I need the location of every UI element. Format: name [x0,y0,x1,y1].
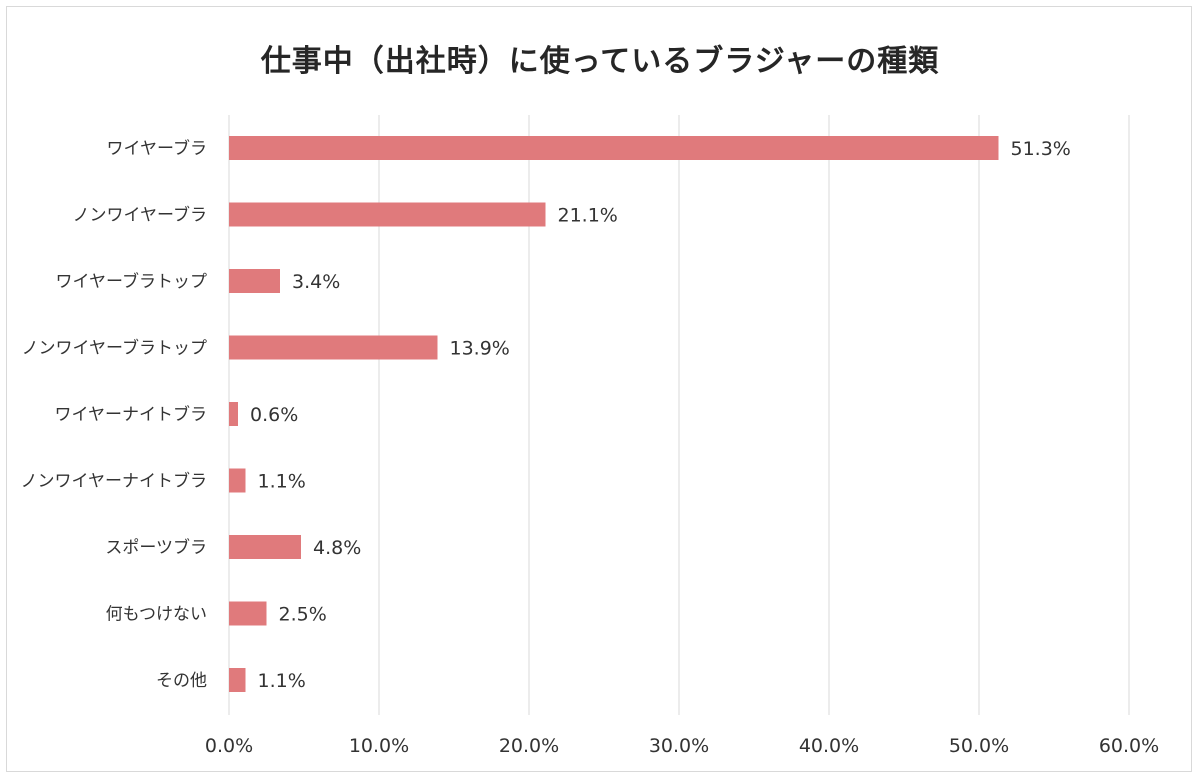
bar [229,202,546,227]
data-label: 2.5% [279,604,327,626]
bar [229,136,999,160]
bar [229,601,267,626]
bar [229,535,301,559]
bars [229,136,999,692]
category-label: ワイヤーナイトブラ [55,404,208,425]
chart-frame [6,6,1192,772]
x-tick-label: 30.0% [649,735,709,757]
category-label: ノンワイヤーナイトブラ [21,471,208,492]
labels: 0.0% 10.0% 20.0% 30.0% 40.0% 50.0% 60.0% ワイヤーブラ… [21,138,1160,757]
category-label: スポーツブラ [105,537,207,558]
chart-title: 仕事中（出社時）に使っているブラジャーの種類 [260,44,940,79]
x-tick-label: 0.0% [205,735,253,757]
x-tick-label: 20.0% [499,735,559,757]
category-label: ノンワイヤーブラ [73,205,207,226]
bar [229,269,280,293]
bar [229,468,246,493]
data-label: 51.3% [1011,138,1071,160]
data-label: 0.6% [250,404,298,426]
x-tick-label: 40.0% [799,735,859,757]
x-tick-label: 60.0% [1099,735,1159,757]
bar [229,668,246,692]
data-label: 4.8% [313,537,361,559]
category-label: ワイヤーブラ [107,138,207,159]
data-label: 1.1% [258,670,306,692]
x-tick-label: 10.0% [349,735,409,757]
bar [229,335,438,360]
x-tick-label: 50.0% [949,735,1009,757]
data-label: 1.1% [258,471,306,493]
bar [229,402,238,426]
category-label: 何もつけない [106,605,207,625]
data-label: 21.1% [558,205,618,227]
data-label: 13.9% [450,338,510,360]
category-label: ノンワイヤーブラトップ [22,338,207,359]
category-label: ワイヤーブラトップ [56,271,207,292]
category-label: その他 [156,671,207,691]
data-label: 3.4% [292,271,340,293]
